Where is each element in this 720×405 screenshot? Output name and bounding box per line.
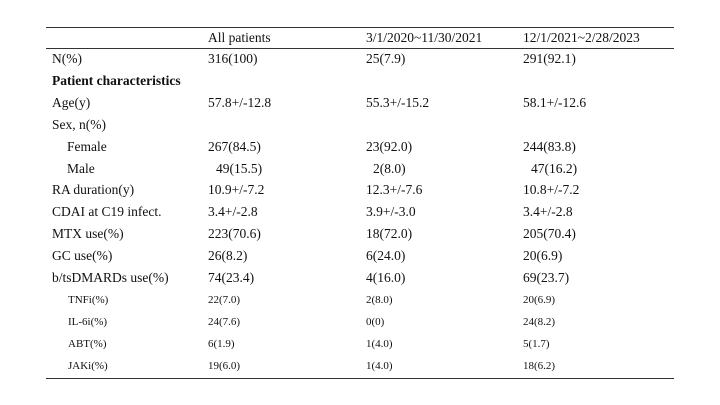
- table-cell: 47(16.2): [531, 160, 578, 176]
- column-header: 3/1/2020~11/30/2021: [366, 30, 483, 45]
- row-label: Age(y): [52, 94, 91, 110]
- table-cell: 6(1.9): [208, 337, 235, 350]
- top-rule: [46, 27, 674, 28]
- row-label: N(%): [52, 51, 82, 66]
- table-cell: 49(15.5): [216, 160, 263, 176]
- row-label: RA duration(y): [52, 182, 135, 198]
- table-cell: 25(7.9): [366, 51, 406, 66]
- table-cell: 19(6.0): [208, 359, 241, 372]
- table-cell: 267(84.5): [208, 138, 261, 154]
- column-header: All patients: [208, 30, 271, 45]
- row-label: MTX use(%): [52, 226, 124, 242]
- row-label: CDAI at C19 infect.: [52, 204, 162, 220]
- table-cell: 12.3+/-7.6: [366, 182, 423, 198]
- table-cell: 3.9+/-3.0: [366, 204, 416, 220]
- row-label: Male: [67, 160, 95, 176]
- table-cell: 6(24.0): [366, 248, 406, 264]
- table-cell: 5(1.7): [523, 337, 550, 350]
- bottom-rule: [46, 378, 674, 379]
- table-cell: 3.4+/-2.8: [208, 204, 258, 220]
- table-cell: 291(92.1): [523, 51, 576, 66]
- table-cell: 2(8.0): [373, 160, 406, 176]
- table-cell: 26(8.2): [208, 248, 248, 264]
- table-cell: 10.9+/-7.2: [208, 182, 265, 198]
- table-cell: 2(8.0): [366, 293, 393, 306]
- table-cell: 1(4.0): [366, 359, 393, 372]
- row-label: TNFi(%): [68, 293, 109, 306]
- table-cell: 316(100): [208, 51, 258, 66]
- row-label: GC use(%): [52, 248, 113, 264]
- row-label: IL-6i(%): [68, 315, 108, 328]
- table-cell: 20(6.9): [523, 248, 563, 264]
- table-cell: 20(6.9): [523, 293, 556, 306]
- table-cell: 58.1+/-12.6: [523, 94, 587, 110]
- table-cell: 57.8+/-12.8: [208, 94, 272, 110]
- table-cell: 18(6.2): [523, 359, 556, 372]
- table-cell: 18(72.0): [366, 226, 413, 242]
- column-header: 12/1/2021~2/28/2023: [523, 30, 640, 45]
- row-label: Patient characteristics: [52, 72, 181, 88]
- table-cell: 4(16.0): [366, 270, 406, 285]
- table-cell: 55.3+/-15.2: [366, 94, 430, 110]
- table-cell: 205(70.4): [523, 226, 576, 242]
- row-label: Female: [67, 138, 107, 154]
- table-cell: 0(0): [366, 315, 385, 328]
- table-cell: 23(92.0): [366, 138, 413, 154]
- row-label: ABT(%): [68, 337, 107, 350]
- table-cell: 10.8+/-7.2: [523, 182, 580, 198]
- table-cell: 24(7.6): [208, 315, 241, 328]
- row-label: JAKi(%): [68, 359, 108, 372]
- table-cell: 24(8.2): [523, 315, 556, 328]
- row-label: Sex, n(%): [52, 116, 106, 132]
- table-cell: 22(7.0): [208, 293, 241, 306]
- table-cell: 69(23.7): [523, 270, 570, 285]
- row-label: b/tsDMARDs use(%): [52, 270, 169, 285]
- table-cell: 3.4+/-2.8: [523, 204, 573, 220]
- table-cell: 244(83.8): [523, 138, 576, 154]
- table-cell: 1(4.0): [366, 337, 393, 350]
- table-cell: 74(23.4): [208, 270, 255, 285]
- header-rule: [46, 48, 674, 49]
- table-cell: 223(70.6): [208, 226, 261, 242]
